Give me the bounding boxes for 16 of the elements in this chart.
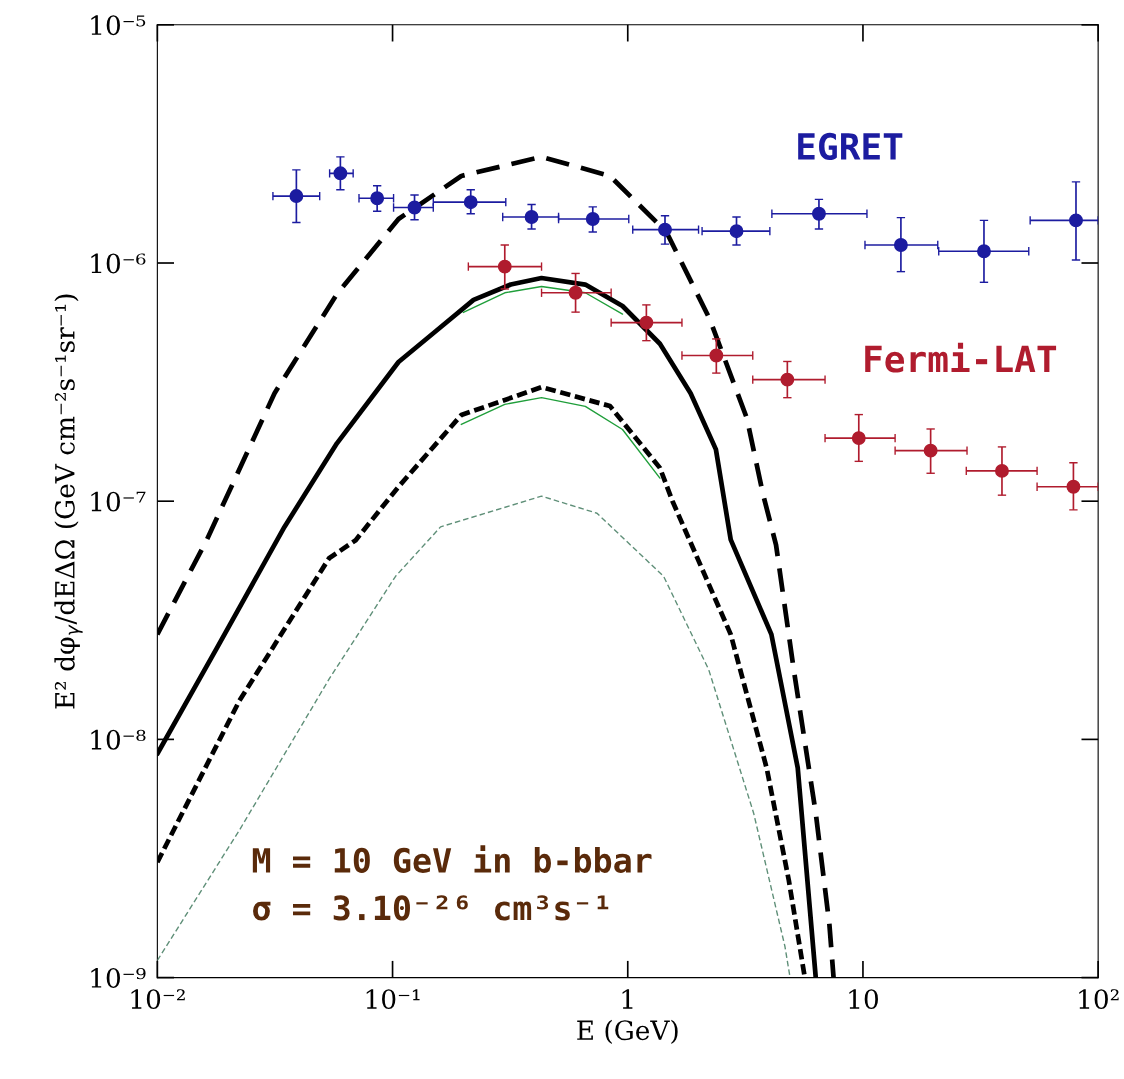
y-tick-label: 10⁻⁶	[91, 253, 146, 274]
annotation: σ = 3.10⁻²⁶ cm³s⁻¹	[253, 895, 609, 921]
y-axis-title: E² dφ$_{γ}$/dEΔΩ (GeV cm⁻²s⁻¹sr⁻¹)	[54, 294, 83, 709]
x-tick-label: 10⁻²	[131, 989, 185, 1010]
x-tick-label: 10	[849, 989, 878, 1010]
y-tick-label: 10⁻⁹	[91, 968, 146, 988]
x-tick-label: 1	[622, 989, 633, 1009]
x-tick-label: 10²	[1079, 989, 1119, 1010]
series-label: Fermi-LAT	[865, 342, 1057, 373]
y-tick-label: 10⁻⁷	[91, 491, 146, 512]
annotation: M = 10 GeV in b-bbar	[252, 845, 652, 873]
x-tick-label: 10⁻¹	[366, 989, 420, 1010]
y-tick-label: 10⁻⁵	[91, 15, 146, 36]
x-axis-title: E (GeV)	[577, 1019, 678, 1044]
y-tick-label: 10⁻⁸	[91, 729, 146, 750]
series-label: EGRET	[798, 132, 903, 161]
